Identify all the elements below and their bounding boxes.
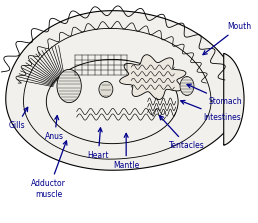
Ellipse shape (57, 69, 81, 103)
Polygon shape (6, 11, 239, 170)
Text: Mantle: Mantle (113, 133, 139, 170)
Polygon shape (224, 53, 244, 145)
Text: Gills: Gills (8, 107, 28, 130)
Ellipse shape (180, 76, 194, 95)
Text: Stomach: Stomach (187, 84, 242, 106)
Text: Heart: Heart (87, 128, 109, 160)
Text: Tentacles: Tentacles (159, 116, 205, 150)
Text: Anus: Anus (45, 116, 64, 141)
Text: Mouth: Mouth (203, 22, 252, 55)
Text: Adductor
muscle: Adductor muscle (31, 141, 67, 199)
Text: Intestines: Intestines (181, 100, 241, 122)
Polygon shape (120, 55, 186, 100)
Ellipse shape (99, 81, 113, 97)
